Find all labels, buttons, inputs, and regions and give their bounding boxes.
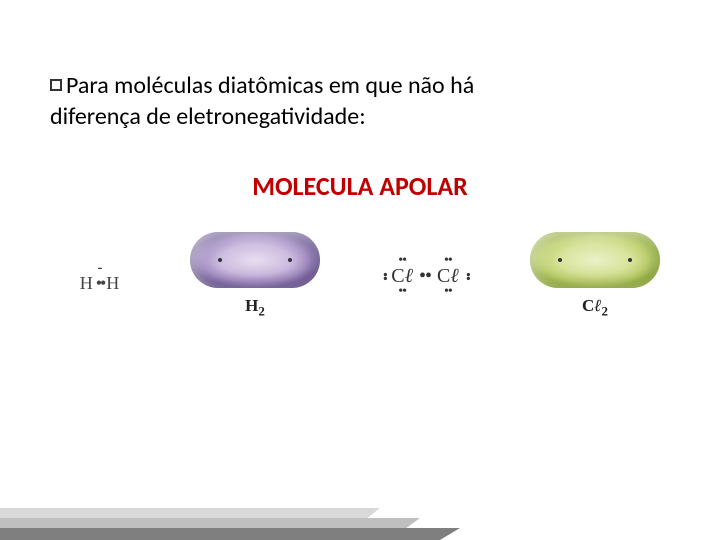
cloud-h2: H2 <box>190 232 320 319</box>
text-part1: Para <box>66 71 109 100</box>
lone-pair-icon: •• <box>444 290 452 294</box>
lone-pair-icon: •• <box>398 259 406 263</box>
nucleus-dot <box>628 258 632 262</box>
label-h2: H2 <box>245 296 265 319</box>
nucleus-dot <box>288 258 292 262</box>
nucleus-dot <box>558 258 562 262</box>
nucleus-dot <box>218 258 222 262</box>
label-cl2-script: ℓ <box>594 296 601 315</box>
lewis-h2: - H••H <box>60 259 140 294</box>
lewis-cl2-formula: •• •• •• Cℓ •• •• •• •• Cℓ <box>389 265 460 288</box>
cloud-h2-shape <box>190 232 320 288</box>
h-right: H <box>106 273 120 293</box>
cl-bond-dots: •• <box>415 265 435 288</box>
lone-pair-icon: •• <box>381 272 385 280</box>
cl-atom-right: •• •• •• Cℓ <box>435 265 461 288</box>
lone-pair-icon: •• <box>465 272 469 280</box>
label-h2-sub: 2 <box>258 304 265 319</box>
diagrams-row: - H••H H2 •• •• •• <box>50 232 670 319</box>
text-part2: moléculas diatômicas em que não há <box>109 71 474 100</box>
slide-content: Para moléculas diatômicas em que não há … <box>0 0 720 320</box>
h-left: H <box>80 273 94 293</box>
lewis-cl2: •• •• •• Cℓ •• •• •• •• Cℓ <box>370 265 480 288</box>
heading-apolar: MOLECULA APOLAR <box>50 170 670 202</box>
lone-pair-icon: •• <box>398 290 406 294</box>
cl-atom-left: •• •• •• Cℓ <box>389 265 415 288</box>
footer-decoration <box>0 500 480 540</box>
body-paragraph: Para moléculas diatômicas em que não há … <box>50 70 670 132</box>
label-h2-letter: H <box>245 296 258 315</box>
minus-mark: - <box>98 259 103 278</box>
bullet-square-icon <box>50 79 62 91</box>
cloud-cl2-nuclei <box>530 232 660 288</box>
text-line2: diferença de eletronegatividade: <box>50 102 366 131</box>
cloud-h2-nuclei <box>190 232 320 288</box>
lone-pair-icon: •• <box>444 259 452 263</box>
cloud-cl2: Cℓ2 <box>530 232 660 319</box>
label-cl2: Cℓ2 <box>582 296 608 319</box>
label-cl2-letter: C <box>582 296 594 315</box>
label-cl2-sub: 2 <box>602 304 609 319</box>
cloud-cl2-shape <box>530 232 660 288</box>
